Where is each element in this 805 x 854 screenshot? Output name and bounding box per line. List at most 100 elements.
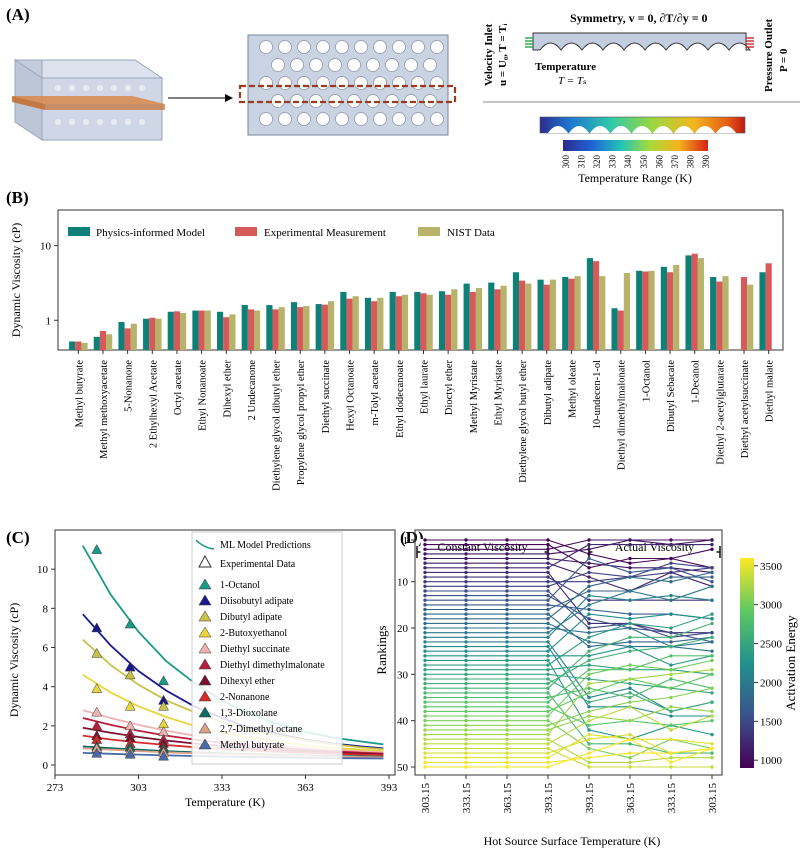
ranking-point xyxy=(710,742,714,746)
ranking-point xyxy=(464,621,468,626)
ranking-point xyxy=(464,756,468,760)
ranking-point xyxy=(464,751,468,755)
ranking-point xyxy=(505,626,509,630)
category-label: 10-undecen-1-ol xyxy=(592,360,603,429)
ranking-point xyxy=(546,626,550,630)
x-tick-label: 393 xyxy=(381,782,398,794)
point-2-butoxyethanol xyxy=(124,700,136,711)
ranking-line xyxy=(425,539,712,550)
ranking-point xyxy=(464,677,468,681)
ranking-line xyxy=(425,539,713,555)
x-tick-label: 363 xyxy=(297,782,314,794)
ranking-point xyxy=(464,538,468,542)
bar-experimental-measurement xyxy=(346,298,353,350)
ranking-point xyxy=(669,677,673,681)
ranking-point xyxy=(464,705,468,709)
ranking-point xyxy=(710,640,714,644)
ranking-point xyxy=(669,556,673,561)
bar-physics-informed-model xyxy=(315,304,322,350)
bar-experimental-measurement xyxy=(247,309,254,350)
legend-marker-diisobutyl-adipate xyxy=(198,594,212,606)
bar-chart: 1 10 Methyl butyrate Methyl methoxyacetate 5… xyxy=(40,241,776,491)
ranking-point xyxy=(587,630,591,635)
category-label: Diethyl acetylsuccinate xyxy=(740,360,751,459)
ranking-point xyxy=(669,695,673,700)
ranking-line xyxy=(425,706,713,745)
ranking-point xyxy=(464,598,468,602)
ranking-point xyxy=(423,584,427,589)
ranking-point xyxy=(710,658,714,663)
point-1-octanol xyxy=(91,544,103,554)
ranking-point xyxy=(710,686,714,690)
ranking-point xyxy=(505,765,509,769)
temperature-tick-label: 310 xyxy=(577,155,587,169)
ranking-point xyxy=(669,663,673,667)
ranking-point xyxy=(587,538,591,542)
temperature-equation: T = Tₛ xyxy=(558,75,587,87)
plate-hole xyxy=(354,40,368,54)
bar-experimental-measurement xyxy=(321,304,328,350)
bar-nist-data xyxy=(747,284,754,350)
category-label: Dibutyl adipate xyxy=(543,360,554,425)
ranking-point xyxy=(546,561,550,565)
ranking-point xyxy=(587,547,591,551)
ranking-point xyxy=(464,732,468,737)
ranking-point xyxy=(505,640,509,644)
boundary-conditions: Velocity Inlet u = U₀, T = Tᵢ Symmetry, … xyxy=(483,11,790,92)
ranking-point xyxy=(628,732,632,737)
ranking-point xyxy=(505,700,509,704)
ranking-point xyxy=(505,593,509,598)
ranking-point xyxy=(587,700,591,704)
bar-physics-informed-model xyxy=(69,341,76,350)
ranking-point xyxy=(464,542,468,547)
ranking-point xyxy=(587,542,591,547)
ranking-point xyxy=(628,640,632,644)
plate-hole xyxy=(430,40,444,54)
bar-physics-informed-model xyxy=(290,302,298,350)
bar-physics-informed-model xyxy=(93,336,100,350)
ranking-point xyxy=(423,691,427,695)
plate-hole xyxy=(335,76,349,90)
ranking-point xyxy=(669,579,673,584)
ranking-point xyxy=(710,718,714,723)
ranking-point xyxy=(423,561,427,565)
bar-physics-informed-model xyxy=(438,291,446,350)
panel-a: (A) Velocity Inlet u = U₀, T = Tᵢ xyxy=(6,5,800,185)
ranking-point xyxy=(710,570,714,575)
ranking-point xyxy=(546,751,550,755)
bar-nist-data xyxy=(352,296,359,350)
ranking-point xyxy=(669,593,673,598)
ranking-point xyxy=(505,654,509,658)
ranking-point xyxy=(710,598,714,602)
category-label: Diethylene glycol butyl ether xyxy=(518,360,529,483)
bar-nist-data xyxy=(377,297,384,350)
plate-hole xyxy=(423,58,437,72)
ranking-point xyxy=(628,737,632,741)
ranking-point xyxy=(423,686,427,690)
pressure-outlet-equation: P = 0 xyxy=(778,48,790,72)
ranking-point xyxy=(587,658,591,663)
ranking-point xyxy=(464,714,468,718)
plate-hole xyxy=(385,58,399,72)
plate-hole xyxy=(316,112,330,126)
ranking-point xyxy=(587,728,591,732)
plate-hole xyxy=(373,112,387,126)
ranking-point xyxy=(423,552,427,556)
outlet-arrows xyxy=(746,37,754,48)
ranking-point xyxy=(587,621,591,626)
legend-label-diethyl-dimethylmalonate: Diethyl dimethylmalonate xyxy=(220,660,325,671)
ranking-point xyxy=(464,561,468,565)
ranking-line xyxy=(425,747,712,768)
plate-hole xyxy=(411,112,425,126)
field-obstacle xyxy=(548,126,568,133)
bar-physics-informed-model xyxy=(118,321,125,350)
ranking-point xyxy=(587,654,591,658)
plate-hole xyxy=(366,58,380,72)
ranking-point xyxy=(546,672,550,677)
ranking-point xyxy=(505,718,509,723)
ranking-point xyxy=(587,635,591,639)
ranking-point xyxy=(628,556,632,561)
ranking-point xyxy=(587,691,591,695)
bar-nist-data xyxy=(303,306,310,350)
bar-experimental-measurement xyxy=(494,289,501,350)
